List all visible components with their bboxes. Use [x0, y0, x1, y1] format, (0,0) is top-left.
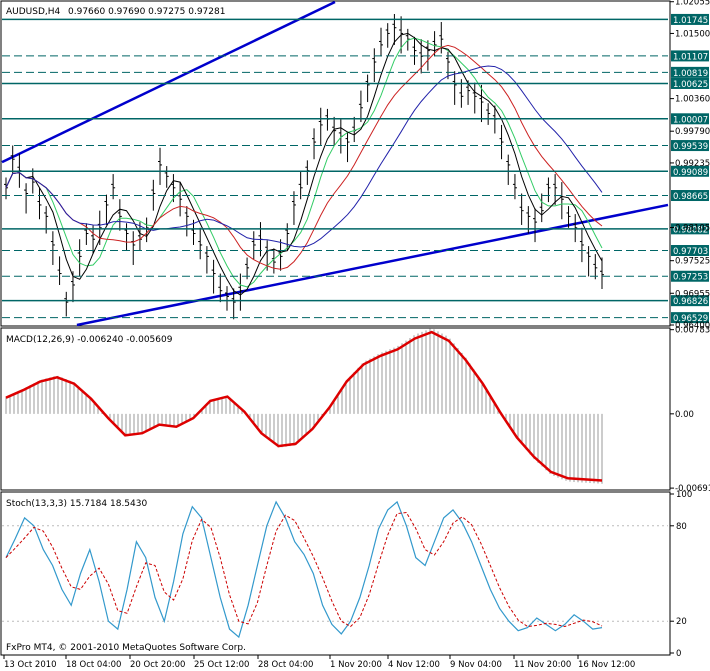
level-label: 0.96529 [673, 314, 708, 324]
level-box [671, 77, 709, 89]
level-box [671, 165, 709, 177]
time-tick-label: 9 Nov 04:00 [450, 660, 502, 670]
stoch-tick-label: 100 [676, 490, 692, 500]
level-label: 0.97253 [673, 273, 708, 283]
stoch-signal-line [5, 511, 603, 628]
stoch-title: Stoch(13,3,3) 15.7184 18.5430 [6, 499, 147, 509]
stoch-panel-border [0, 491, 671, 656]
stoch-main-line [5, 500, 603, 639]
level-label: 0.99539 [673, 142, 708, 152]
time-tick-label: 4 Nov 12:00 [388, 660, 440, 670]
channel-line [1, 0, 336, 164]
time-tick-label: 28 Oct 04:00 [258, 660, 313, 670]
level-label: 1.00625 [673, 80, 708, 90]
price-tick-label: 0.96400 [675, 321, 710, 331]
level-box [671, 270, 709, 282]
level-box [671, 140, 709, 152]
time-tick-label: 13 Oct 2010 [4, 660, 57, 670]
stoch-tick-label: 80 [676, 522, 687, 532]
price-tick-label: 1.01500 [675, 29, 710, 39]
price-tick-label: 1.00360 [675, 95, 710, 105]
symbol-title: AUDUSD,H4 [6, 7, 61, 17]
price-tick-label: 1.02055 [675, 0, 710, 8]
level-box [671, 113, 709, 125]
level-box [671, 190, 709, 202]
level-label: 0.98665 [673, 192, 708, 202]
macd-panel-border [0, 327, 671, 491]
channel-line [76, 203, 669, 327]
stoch-panel[interactable] [2, 500, 668, 639]
level-label: 1.00007 [673, 115, 708, 125]
level-box [671, 223, 709, 235]
level-box [671, 312, 709, 324]
price-tick-label: 0.96955 [675, 289, 710, 299]
level-label: 0.98082 [673, 225, 708, 235]
ohlc-readout: 0.97660 0.97690 0.97275 0.97281 [68, 7, 225, 17]
level-label: 1.01107 [673, 52, 708, 62]
time-tick-label: 25 Oct 12:00 [194, 660, 249, 670]
ma-slow-line [5, 65, 603, 248]
price-tick-label: 0.99235 [675, 159, 710, 169]
level-box [671, 245, 709, 257]
macd-tick-label: 0.00 [675, 410, 694, 420]
time-tick-label: 11 Nov 20:00 [514, 660, 571, 670]
time-tick-label: 20 Oct 20:00 [130, 660, 185, 670]
stoch-tick-label: 20 [676, 617, 687, 627]
axes: 1.02055 1.01500 1.00360 0.99790 0.99235 0.981… [3, 0, 710, 670]
price-tick-label: 0.97525 [675, 257, 710, 267]
level-label: 0.97703 [673, 247, 708, 257]
ma-mid-line [5, 44, 603, 270]
level-label: 1.00819 [673, 69, 708, 79]
macd-signal-line [5, 330, 603, 482]
copyright-text: FxPro MT4, © 2001-2010 MetaQuotes Softwa… [6, 643, 246, 653]
level-box [671, 50, 709, 62]
level-box [671, 13, 709, 25]
level-box [671, 66, 709, 78]
time-tick-label: 1 Nov 20:00 [330, 660, 382, 670]
level-label: 0.99089 [673, 168, 708, 178]
time-tick-label: 16 Nov 12:00 [578, 660, 635, 670]
macd-panel[interactable] [5, 328, 603, 484]
stoch-tick-label: 0 [676, 649, 681, 659]
level-label: 1.01745 [673, 16, 708, 26]
time-tick-label: 18 Oct 04:00 [66, 660, 121, 670]
price-tick-label: 0.99790 [675, 127, 710, 137]
price-tick-label: 0.98105 [675, 224, 710, 234]
macd-title: MACD(12,26,9) -0.006240 -0.005609 [6, 335, 173, 345]
macd-tick-label: -0.00691 [675, 484, 710, 494]
ma-fast-line [5, 37, 603, 288]
macd-tick-label: 0.00783 [675, 326, 710, 336]
level-label: 0.96826 [673, 297, 708, 307]
level-box [671, 295, 709, 307]
price-panel-border [0, 0, 671, 327]
